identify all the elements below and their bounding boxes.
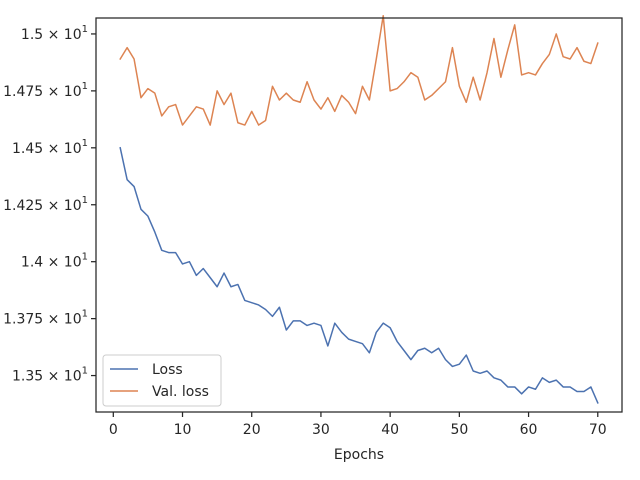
legend-box	[102, 354, 222, 407]
y-tick-label: 1.4 × 101	[21, 252, 88, 271]
x-tick-label: 30	[312, 422, 330, 438]
plot-area	[119, 14, 599, 404]
axes: 0 10 20 30 40 50 60 70 1.35 × 101 1.375 × 101 1.4 …	[3, 17, 623, 438]
x-tick-label: 60	[520, 422, 538, 438]
legend: Loss Val. loss	[102, 354, 222, 407]
series-line-val-loss	[119, 14, 599, 126]
y-tick-label: 1.375 × 101	[3, 309, 88, 328]
y-tick-label: 1.35 × 101	[12, 366, 88, 385]
series-line-loss	[119, 146, 599, 404]
legend-label-loss: Loss	[152, 362, 183, 378]
y-tick-label: 1.475 × 101	[3, 81, 88, 100]
y-tick-label: 1.425 × 101	[3, 195, 88, 214]
x-tick-label: 20	[243, 422, 261, 438]
x-tick-label: 70	[589, 422, 607, 438]
x-tick-label: 50	[450, 422, 468, 438]
x-axis-label: Epochs	[334, 447, 384, 463]
y-tick-label: 1.5 × 101	[21, 24, 88, 43]
legend-label-val-loss: Val. loss	[152, 384, 209, 400]
axes-frame	[95, 17, 623, 413]
x-tick-label: 0	[109, 422, 118, 438]
x-tick-label: 40	[381, 422, 399, 438]
y-tick-label: 1.45 × 101	[12, 138, 88, 157]
x-tick-label: 10	[174, 422, 192, 438]
